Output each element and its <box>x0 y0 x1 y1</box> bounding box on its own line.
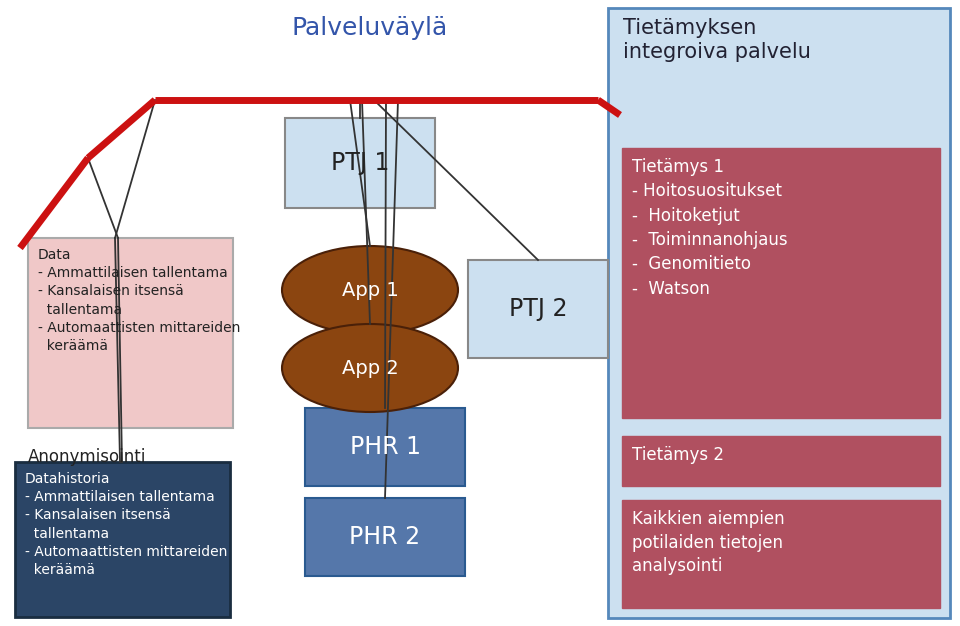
Text: Datahistoria
- Ammattilaisen tallentama
- Kansalaisen itsensä
  tallentama
- Aut: Datahistoria - Ammattilaisen tallentama … <box>25 472 228 577</box>
FancyBboxPatch shape <box>622 500 940 608</box>
Text: PHR 1: PHR 1 <box>349 435 420 459</box>
Text: Data
- Ammattilaisen tallentama
- Kansalaisen itsensä
  tallentama
- Automaattis: Data - Ammattilaisen tallentama - Kansal… <box>38 248 240 353</box>
Text: Kaikkien aiempien
potilaiden tietojen
analysointi: Kaikkien aiempien potilaiden tietojen an… <box>632 510 784 575</box>
Text: Tietämyksen
integroiva palvelu: Tietämyksen integroiva palvelu <box>623 18 811 62</box>
Text: PTJ 2: PTJ 2 <box>509 297 567 321</box>
FancyBboxPatch shape <box>622 436 940 486</box>
FancyBboxPatch shape <box>622 148 940 418</box>
Text: Palveluväylä: Palveluväylä <box>292 16 448 40</box>
Text: Anonymisointi: Anonymisointi <box>28 448 146 466</box>
FancyBboxPatch shape <box>28 238 233 428</box>
FancyBboxPatch shape <box>468 260 608 358</box>
Text: Tietämys 2: Tietämys 2 <box>632 446 724 464</box>
FancyBboxPatch shape <box>305 498 465 576</box>
Text: PHR 2: PHR 2 <box>349 525 420 549</box>
FancyBboxPatch shape <box>608 8 950 618</box>
FancyBboxPatch shape <box>15 462 230 617</box>
Text: PTJ 1: PTJ 1 <box>331 151 389 175</box>
Text: Tietämys 1
- Hoitosuositukset
-  Hoitoketjut
-  Toiminnanohjaus
-  Genomitieto
-: Tietämys 1 - Hoitosuositukset - Hoitoket… <box>632 158 787 297</box>
FancyBboxPatch shape <box>305 408 465 486</box>
Text: App 1: App 1 <box>342 280 398 299</box>
Ellipse shape <box>282 324 458 412</box>
FancyBboxPatch shape <box>285 118 435 208</box>
Text: App 2: App 2 <box>342 359 398 377</box>
Ellipse shape <box>282 246 458 334</box>
